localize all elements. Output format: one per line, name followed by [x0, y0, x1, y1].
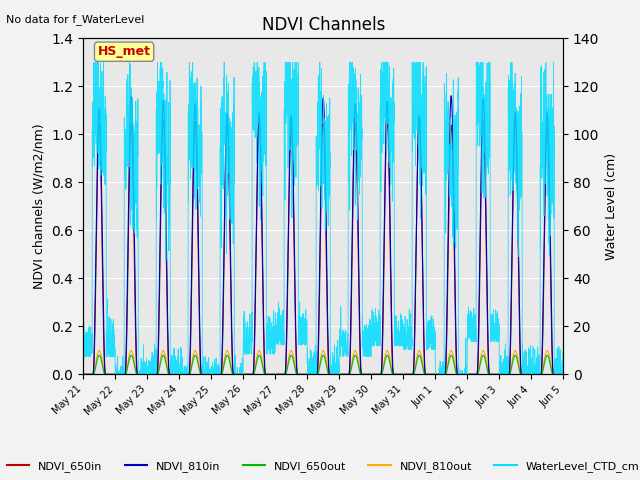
Title: NDVI Channels: NDVI Channels — [262, 16, 385, 34]
Legend: NDVI_650in, NDVI_810in, NDVI_650out, NDVI_810out, WaterLevel_CTD_cm: NDVI_650in, NDVI_810in, NDVI_650out, NDV… — [3, 456, 640, 476]
Text: HS_met: HS_met — [98, 45, 150, 58]
Text: No data for f_WaterLevel: No data for f_WaterLevel — [6, 14, 145, 25]
Y-axis label: Water Level (cm): Water Level (cm) — [605, 153, 618, 260]
Y-axis label: NDVI channels (W/m2/nm): NDVI channels (W/m2/nm) — [33, 123, 46, 289]
